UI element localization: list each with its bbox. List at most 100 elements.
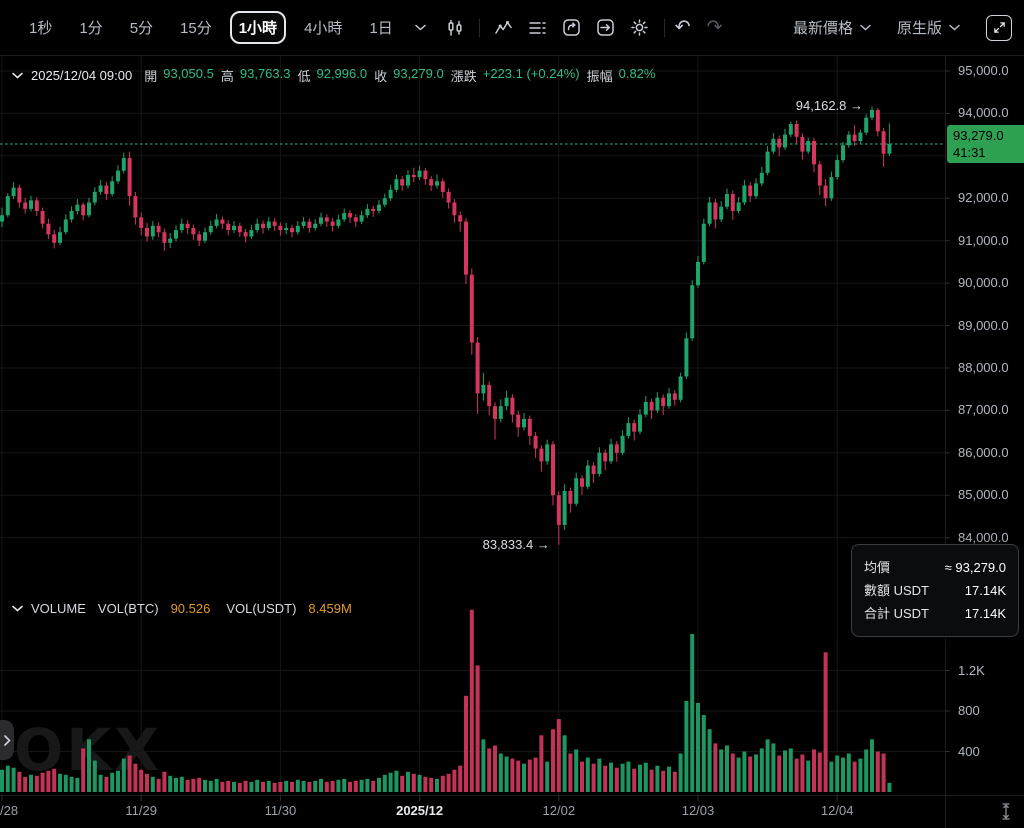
volume-bar	[255, 779, 260, 792]
volume-bar	[40, 772, 45, 792]
timeframe-4小時[interactable]: 4小時	[304, 20, 343, 37]
volume-bar	[556, 719, 561, 792]
forward-icon[interactable]	[592, 14, 620, 42]
candle-body	[336, 219, 341, 226]
replay-icon[interactable]	[558, 14, 586, 42]
candle-body	[562, 490, 567, 525]
panel-expand-handle[interactable]	[0, 720, 14, 760]
volume-bar	[179, 776, 184, 792]
volume-bar	[777, 755, 782, 792]
candle-body	[864, 117, 869, 133]
candle-body	[707, 202, 712, 224]
version-dropdown[interactable]: 原生版	[897, 17, 960, 38]
candle-body	[400, 179, 405, 186]
candle-body	[23, 202, 28, 209]
volume-bar	[765, 739, 770, 792]
candle-body	[620, 435, 625, 453]
candle-body	[145, 227, 149, 237]
volume-bar	[730, 753, 735, 792]
volume-bar	[52, 768, 57, 792]
time-axis-label: 2025/12	[396, 803, 444, 818]
candle-body	[597, 452, 602, 475]
volume-bar	[17, 771, 22, 792]
candlestick-style-icon[interactable]	[441, 14, 469, 42]
toolbar-right: 最新價格 原生版	[793, 14, 1012, 41]
volume-bar	[197, 777, 202, 792]
volume-bar	[788, 748, 793, 792]
candle-body	[759, 172, 764, 184]
axis-scale-icon[interactable]	[999, 802, 1013, 826]
volume-bar	[394, 770, 399, 792]
candle-body	[852, 134, 857, 141]
candle-body	[0, 215, 4, 222]
candle-body	[301, 221, 306, 226]
candle-body	[481, 384, 486, 394]
timeframe-dropdown-chevron-icon[interactable]	[407, 14, 435, 42]
volume-bar	[203, 779, 207, 792]
volume-bar	[127, 755, 132, 792]
timeframe-15分[interactable]: 15分	[180, 20, 212, 37]
volume-bar	[707, 729, 712, 792]
volume-bar	[81, 748, 86, 792]
volume-bar	[365, 778, 370, 792]
volume-bar	[429, 777, 434, 792]
collapse-chevron-icon[interactable]	[12, 605, 23, 612]
timeframe-1小時[interactable]: 1小時	[229, 11, 287, 44]
volume-bar	[510, 758, 515, 792]
candle-body	[846, 134, 851, 146]
volume-bar	[643, 762, 648, 792]
candle-body	[539, 448, 544, 462]
volume-bar	[440, 775, 445, 792]
volume-bar	[458, 765, 463, 792]
candle-body	[812, 140, 816, 165]
indicators-icon[interactable]	[490, 14, 518, 42]
vol-btc-label: VOL(BTC)	[97, 601, 159, 616]
candle-body	[487, 384, 492, 407]
volume-bar	[185, 779, 190, 792]
redo-button[interactable]: ↷	[706, 17, 723, 38]
undo-button[interactable]: ↶	[674, 17, 691, 38]
price-mode-dropdown[interactable]: 最新價格	[793, 17, 871, 38]
candle-body	[417, 170, 422, 178]
volume-bar	[551, 729, 555, 792]
volume-axis-label: 1.2K	[958, 662, 985, 678]
price-axis-label: 87,000.0	[958, 402, 1009, 418]
timeframe-1秒[interactable]: 1秒	[29, 20, 53, 37]
candle-body	[46, 223, 51, 235]
ohlc-info-bar: 2025/12/04 09:00 開 93,050.5 高 93,763.3 低 92,9…	[12, 66, 662, 85]
volume-bar	[817, 752, 822, 792]
volume-bar	[69, 776, 74, 792]
chart-settings-icon[interactable]	[524, 14, 552, 42]
volume-bar	[150, 776, 155, 792]
timeframe-1日[interactable]: 1日	[369, 20, 393, 37]
candle-body	[174, 230, 178, 239]
volume-bar	[261, 781, 265, 792]
volume-bar	[249, 781, 254, 792]
timeframe-5分[interactable]: 5分	[129, 20, 154, 37]
volume-bar	[464, 695, 468, 792]
candle-body	[678, 376, 683, 400]
candle-body	[736, 202, 741, 211]
current-price-value: 93,279.0	[953, 128, 1004, 143]
volume-bar	[382, 774, 387, 792]
volume-bar	[359, 779, 364, 792]
candle-body	[580, 478, 584, 487]
volume-bar	[638, 764, 642, 792]
candle-body	[556, 495, 561, 525]
settings-gear-icon[interactable]	[626, 14, 654, 42]
candle-body	[295, 225, 300, 233]
volume-bar	[174, 777, 178, 792]
volume-bar	[806, 760, 811, 792]
price-axis-label: 92,000.0	[958, 190, 1009, 206]
version-label: 原生版	[896, 20, 942, 37]
timeframe-1分[interactable]: 1分	[79, 20, 103, 37]
fullscreen-button[interactable]	[986, 14, 1012, 41]
collapse-chevron-icon[interactable]	[12, 72, 23, 79]
volume-bar	[278, 781, 283, 792]
candle-body	[261, 223, 265, 228]
candle-body	[359, 215, 364, 222]
candle-body	[371, 208, 376, 211]
candle-body	[638, 414, 642, 432]
candle-body	[591, 465, 596, 475]
